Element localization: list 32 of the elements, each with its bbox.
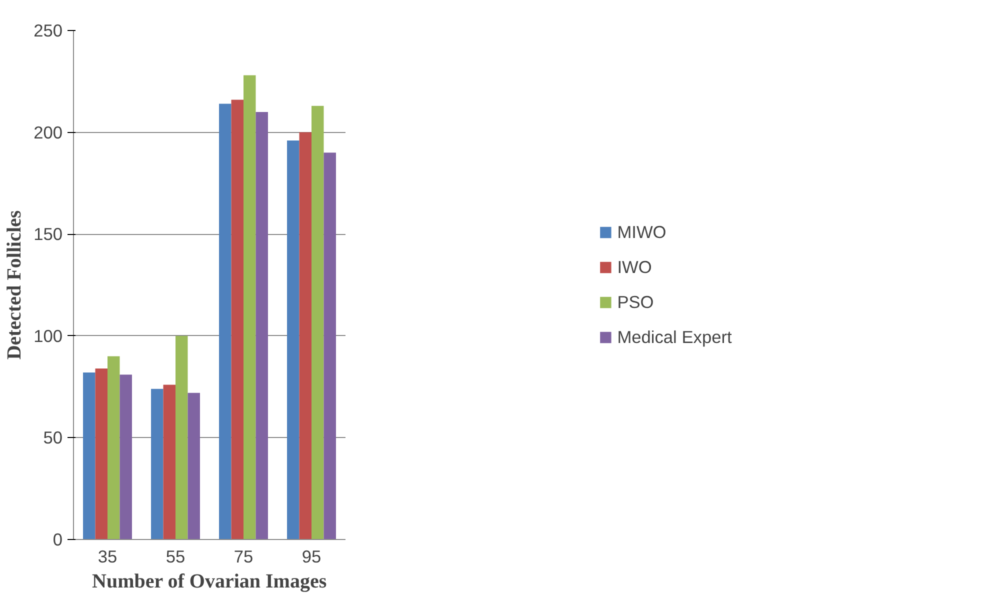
bar <box>151 388 164 540</box>
y-tick-label: 250 <box>34 20 63 40</box>
y-tick-label: 150 <box>34 224 63 244</box>
y-tick-label: 200 <box>34 122 63 142</box>
bar <box>299 132 312 540</box>
bar <box>231 100 244 540</box>
x-tick-label: 35 <box>98 546 118 566</box>
x-tick-label: 75 <box>234 546 254 566</box>
legend-label: PSO <box>617 292 654 312</box>
y-tick-label: 50 <box>43 428 63 448</box>
x-tick-label: 95 <box>302 546 322 566</box>
x-tick-label: 55 <box>166 546 186 566</box>
bar <box>256 112 268 540</box>
legend-label: MIWO <box>617 222 666 242</box>
y-tick-label: 100 <box>34 326 63 346</box>
y-axis-title: Detected Follicles <box>4 210 26 360</box>
bar <box>312 106 324 540</box>
legend-label: Medical Expert <box>617 326 732 348</box>
x-axis-title: Number of Ovarian Images <box>92 570 327 592</box>
bar <box>83 372 96 540</box>
legend-label: IWO <box>617 256 652 278</box>
bar <box>244 75 256 540</box>
y-tick-label: 0 <box>52 530 63 550</box>
bar <box>163 384 176 540</box>
bar <box>95 368 108 540</box>
bar <box>120 374 132 540</box>
bar <box>324 152 336 540</box>
bar <box>188 392 200 540</box>
bar <box>287 140 300 540</box>
bar <box>108 356 120 540</box>
bar <box>219 104 232 540</box>
bar <box>176 336 188 540</box>
